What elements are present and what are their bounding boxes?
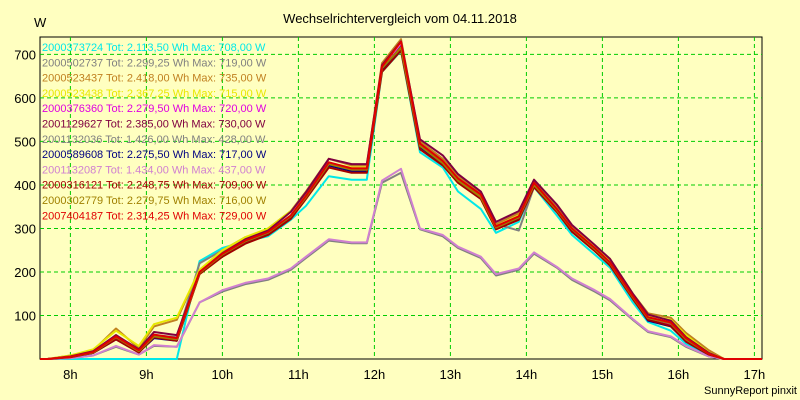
series-line-2007404187	[40, 40, 762, 360]
legend-entry: 2000523438 Tot: 2.367,25 Wh Max: 715,00 …	[42, 88, 267, 100]
grid	[40, 37, 762, 359]
chart-title: Wechselrichtervergleich vom 04.11.2018	[283, 11, 517, 26]
legend-entry: 2000523437 Tot: 2.418,00 Wh Max: 735,00 …	[42, 73, 267, 85]
x-tick-label: 15h	[592, 367, 614, 382]
legend-entry: 2000376360 Tot: 2.279,50 Wh Max: 720,00 …	[42, 103, 267, 115]
series-lines	[40, 38, 762, 360]
y-tick-label: 300	[14, 221, 36, 236]
legend-entry: 2000589608 Tot: 2.275,50 Wh Max: 717,00 …	[42, 149, 267, 161]
footer-credit: SunnyReport pinxit	[704, 385, 797, 397]
legend-entry: 2007404187 Tot: 2.314,25 Wh Max: 729,00 …	[42, 210, 267, 222]
y-tick-label: 100	[14, 308, 36, 323]
x-tick-label: 10h	[212, 367, 234, 382]
legend: 2000373724 Tot: 2.113,50 Wh Max: 708,00 …	[42, 42, 267, 222]
legend-entry: 2000302779 Tot: 2.279,75 Wh Max: 716,00 …	[42, 195, 267, 207]
x-tick-labels: 8h 9h 10h 11h 12h 13h 14h 15h 16h 17h	[63, 367, 765, 382]
x-tick-label: 12h	[364, 367, 386, 382]
y-tick-label: 500	[14, 134, 36, 149]
x-tick-label: 8h	[63, 367, 77, 382]
x-tick-label: 13h	[440, 367, 462, 382]
legend-entry: 2000373724 Tot: 2.113,50 Wh Max: 708,00 …	[42, 42, 266, 54]
legend-entry: 2000316121 Tot: 2.248,75 Wh Max: 709,00 …	[42, 180, 267, 192]
x-tick-label: 17h	[744, 367, 766, 382]
legend-entry: 2001132087 Tot: 1.434,00 Wh Max: 437,00 …	[42, 164, 266, 176]
y-tick-label: 700	[14, 47, 36, 62]
series-line-2001132087	[40, 167, 762, 360]
legend-entry: 2001132036 Tot: 1.426,00 Wh Max: 428,00 …	[42, 134, 266, 146]
y-axis-label: W	[34, 15, 47, 30]
legend-entry: 2000502737 Tot: 2.299,25 Wh Max: 719,00 …	[42, 57, 267, 69]
y-tick-labels: 100 200 300 400 500 600 700	[14, 47, 36, 323]
x-tick-label: 14h	[516, 367, 538, 382]
x-tick-label: 16h	[668, 367, 690, 382]
y-tick-label: 400	[14, 178, 36, 193]
legend-entry: 2001129627 Tot: 2.385,00 Wh Max: 730,00 …	[42, 119, 266, 131]
x-tick-label: 11h	[288, 367, 309, 382]
y-tick-label: 600	[14, 91, 36, 106]
y-tick-label: 200	[14, 265, 36, 280]
x-tick-label: 9h	[139, 367, 153, 382]
